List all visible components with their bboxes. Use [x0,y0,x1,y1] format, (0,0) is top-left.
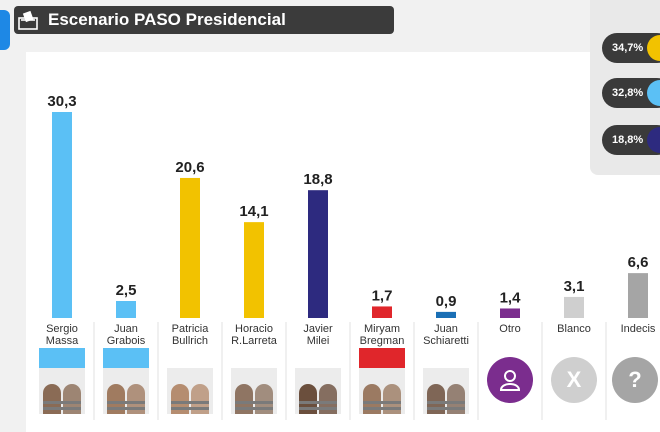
person-icon [487,357,533,403]
candidate-photo [319,384,337,414]
candidate-photo [447,384,465,414]
legend-value: 18,8% [612,134,644,146]
bar [564,296,584,318]
candidate-photo [383,384,401,414]
tick-label: Indecis [621,323,656,335]
bar [180,177,200,318]
tick-label: Patricia Bullrich [172,323,210,347]
ballot-name-strip [427,407,465,410]
ballot-name-strip [107,401,145,404]
candidate-card [231,348,277,414]
title-bar: Escenario PASO Presidencial [14,6,394,34]
candidate-card [39,348,85,414]
candidate-card [167,348,213,414]
tick-label: Miryam Bregman [360,323,405,347]
candidate-card [103,348,149,414]
candidate-photo [299,384,317,414]
page-title: Escenario PASO Presidencial [48,10,286,29]
candidate-photo [235,384,253,414]
bar [244,222,264,318]
bar [116,301,136,318]
legend-swatch [647,80,660,106]
legend-value: 34,7% [612,42,644,54]
blank-vote-icon: X [551,357,597,403]
ballot-name-strip [299,407,337,410]
candidate-photo [127,384,145,414]
ballot-name-strip [171,407,209,410]
data-label: 20,6 [175,159,204,176]
legend-pill: 18,8% [602,125,660,155]
candidate-photo [171,384,189,414]
candidate-photo [43,384,61,414]
bar [52,112,72,318]
candidate-card [423,348,469,414]
tick-label: Javier Milei [303,323,333,347]
candidate-photo [191,384,209,414]
tick-label: Blanco [557,323,591,335]
party-banner [39,348,85,368]
ballot-name-strip [363,401,401,404]
ballot-name-strip [235,407,273,410]
ballot-name-strip [427,401,465,404]
data-label: 18,8 [303,171,332,188]
ballot-name-strip [43,407,81,410]
data-label: 6,6 [628,254,649,271]
bar [628,273,648,318]
candidate-photo [63,384,81,414]
legend-swatch [647,35,660,61]
party-banner [295,348,341,368]
data-label: 1,7 [372,287,393,304]
data-label: 0,9 [436,293,457,310]
party-banner [359,348,405,368]
tick-label: Juan Schiaretti [423,323,469,347]
data-label: 30,3 [47,93,76,110]
ballot-name-strip [43,401,81,404]
bar [500,308,520,318]
candidate-photo [363,384,381,414]
ballot-name-strip [235,401,273,404]
data-label: 14,1 [239,203,268,220]
data-label: 3,1 [564,278,585,295]
legend-pill: 34,7% [602,33,660,63]
ballot-box-icon [14,6,42,34]
candidate-card [295,348,341,414]
question-icon: ? [612,357,658,403]
tick-label: Horacio R.Larreta [231,323,278,347]
tick-label: Otro [499,323,520,335]
candidate-photo [255,384,273,414]
bar [436,311,456,318]
legend-value: 32,8% [612,87,644,99]
data-label: 2,5 [116,282,137,299]
legend-pill: 32,8% [602,78,660,108]
party-banner [103,348,149,368]
bar [372,306,392,318]
candidate-photo [427,384,445,414]
ballot-name-strip [299,401,337,404]
candidate-photo [107,384,125,414]
party-banner [423,348,469,368]
party-banner [231,348,277,368]
tick-label: Sergio Massa [46,323,79,347]
legend-swatch [647,127,660,153]
ballot-name-strip [107,407,145,410]
data-label: 1,4 [500,289,522,306]
party-banner [167,348,213,368]
ballot-name-strip [363,407,401,410]
ballot-name-strip [171,401,209,404]
tick-label: Juan Grabois [107,323,146,347]
candidate-card [359,348,405,414]
left-accent-tab [0,10,10,50]
bar [308,190,328,318]
